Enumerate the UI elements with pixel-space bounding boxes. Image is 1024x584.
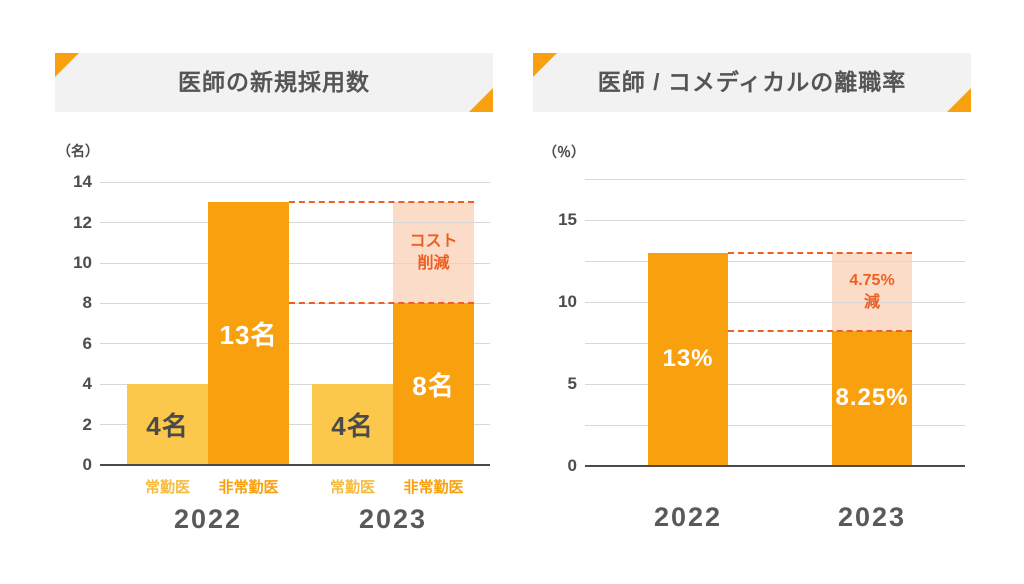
x-axis-line	[100, 464, 490, 466]
y-tick-label: 12	[73, 212, 92, 232]
bar-value-label: 13%	[662, 345, 714, 373]
y-tick-label: 0	[567, 456, 577, 475]
y-tick-label: 6	[82, 333, 92, 353]
bar-category-label: 非常勤医	[218, 479, 279, 496]
bar-value-label: 8.25%	[835, 384, 909, 412]
corner-accent-triangle-icon	[533, 53, 557, 77]
y-tick-label: 10	[558, 292, 577, 311]
y-tick-label: 5	[567, 374, 577, 393]
y-tick-label: 0	[82, 455, 92, 474]
reduction-area	[832, 252, 912, 331]
y-tick-label: 8	[82, 293, 92, 313]
y-tick-label: 2	[82, 414, 92, 434]
reduction-bottom-dotted-line	[728, 329, 912, 332]
grid-line	[585, 178, 965, 180]
grid-line	[585, 342, 965, 344]
bar	[393, 303, 474, 465]
hires-chart-title: 医師の新規採用数	[178, 69, 370, 95]
turnover-chart-title-bar: 医師 / コメディカルの離職率	[533, 53, 971, 112]
year-label: 2023	[358, 504, 428, 534]
grid-line	[100, 383, 490, 385]
corner-accent-triangle-icon	[947, 88, 971, 112]
corner-accent-triangle-icon	[55, 53, 79, 77]
year-label: 2022	[653, 502, 723, 532]
reduction-area	[393, 202, 474, 304]
grid-line	[100, 181, 490, 183]
bar	[208, 202, 289, 465]
grid-line	[585, 424, 965, 426]
y-tick-label: 10	[73, 253, 92, 272]
bar	[648, 252, 728, 466]
reduction-top-dotted-line	[289, 201, 474, 204]
reduction-label: 4.75% 減	[849, 272, 895, 311]
bar	[127, 384, 208, 465]
bar-category-label: 常勤医	[144, 479, 190, 496]
grid-line	[100, 262, 490, 264]
grid-line	[585, 383, 965, 385]
bar-value-label: 13名	[219, 320, 278, 351]
x-axis-line	[585, 465, 965, 467]
bar-value-label: 8名	[412, 370, 455, 401]
y-tick-label: 14	[73, 172, 92, 192]
y-axis-unit-label: （％）	[543, 144, 585, 160]
hires-chart-title-bar: 医師の新規採用数	[55, 53, 493, 112]
grid-line	[585, 301, 965, 303]
y-tick-label: 15	[558, 210, 577, 229]
y-axis-unit-label: （名）	[57, 143, 99, 159]
bar	[312, 384, 393, 465]
corner-accent-triangle-icon	[469, 88, 493, 112]
bar-value-label: 4名	[146, 411, 189, 442]
bar-value-label: 4名	[331, 411, 374, 442]
turnover-chart-title: 医師 / コメディカルの離職率	[597, 69, 907, 95]
y-tick-label: 4	[82, 374, 92, 394]
grid-line	[585, 260, 965, 262]
grid-line	[585, 219, 965, 221]
year-label: 2022	[173, 504, 243, 534]
bar-category-label: 常勤医	[329, 479, 375, 496]
reduction-top-dotted-line	[728, 251, 912, 254]
year-label: 2023	[837, 502, 907, 532]
grid-line	[100, 343, 490, 345]
reduction-bottom-dotted-line	[289, 302, 474, 305]
bar	[832, 330, 912, 466]
grid-line	[100, 424, 490, 426]
bar-category-label: 非常勤医	[403, 479, 464, 496]
reduction-label: コスト 削減	[409, 233, 458, 272]
grid-line	[100, 222, 490, 224]
